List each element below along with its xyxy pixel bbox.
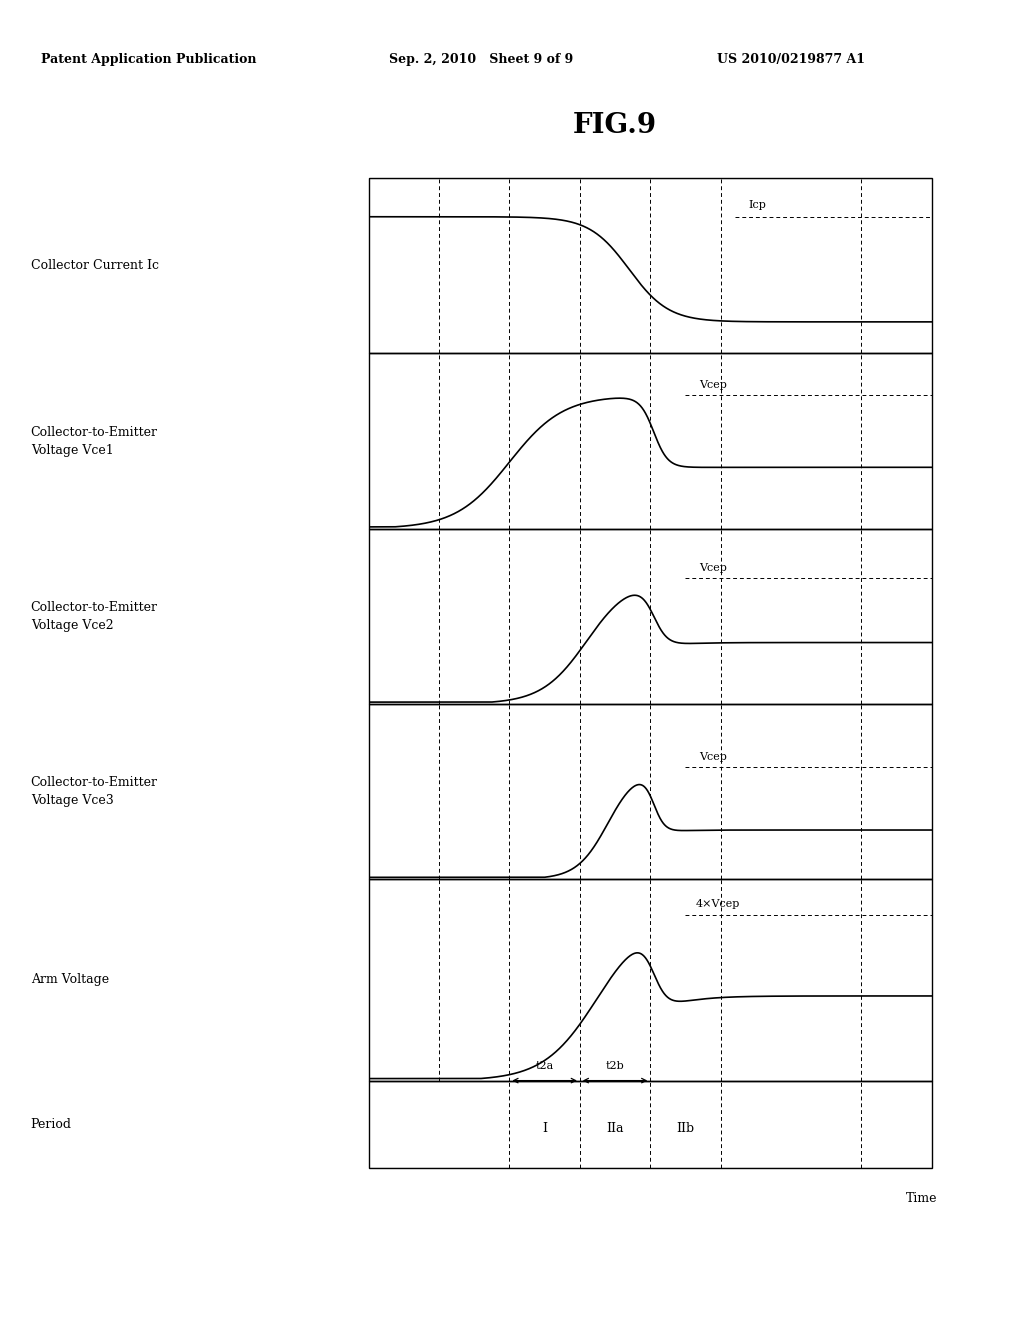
Text: t2a: t2a — [536, 1061, 554, 1072]
Text: Patent Application Publication: Patent Application Publication — [41, 53, 256, 66]
Text: I: I — [542, 1122, 547, 1135]
Text: Time: Time — [905, 1192, 937, 1205]
Text: Icp: Icp — [749, 201, 767, 210]
Text: US 2010/0219877 A1: US 2010/0219877 A1 — [717, 53, 865, 66]
Text: t2b: t2b — [605, 1061, 625, 1072]
Text: FIG.9: FIG.9 — [572, 112, 656, 139]
Text: Collector Current Ic: Collector Current Ic — [31, 259, 159, 272]
Text: IIb: IIb — [677, 1122, 694, 1135]
Text: Collector-to-Emitter
Voltage Vce3: Collector-to-Emitter Voltage Vce3 — [31, 776, 158, 807]
Text: IIa: IIa — [606, 1122, 624, 1135]
Text: 4×Vcep: 4×Vcep — [696, 899, 740, 909]
Text: Period: Period — [31, 1118, 72, 1131]
Text: Vcep: Vcep — [699, 380, 727, 391]
Text: Vcep: Vcep — [699, 752, 727, 762]
Text: Arm Voltage: Arm Voltage — [31, 973, 109, 986]
Text: Collector-to-Emitter
Voltage Vce2: Collector-to-Emitter Voltage Vce2 — [31, 601, 158, 632]
Text: Vcep: Vcep — [699, 562, 727, 573]
Text: Collector-to-Emitter
Voltage Vce1: Collector-to-Emitter Voltage Vce1 — [31, 425, 158, 457]
Text: Sep. 2, 2010   Sheet 9 of 9: Sep. 2, 2010 Sheet 9 of 9 — [389, 53, 573, 66]
